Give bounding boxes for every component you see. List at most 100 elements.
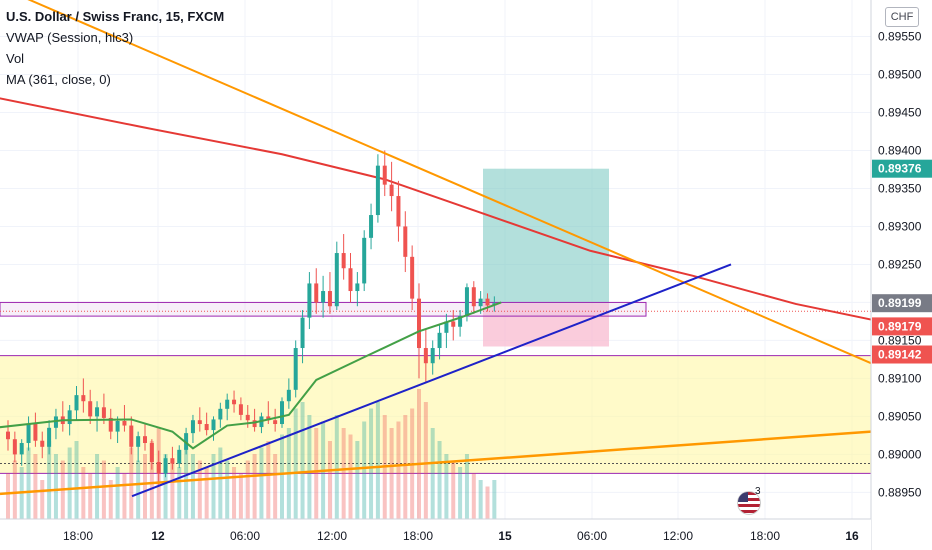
volume-bar (369, 408, 374, 519)
candle-body (471, 287, 476, 307)
us-flag-events-icon[interactable] (737, 491, 761, 515)
volume-bar (101, 460, 106, 519)
volume-bar (334, 415, 339, 519)
volume-bar (259, 447, 264, 519)
volume-indicator-label[interactable]: Vol (6, 51, 25, 66)
candle-body (362, 237, 367, 284)
candle-body (321, 291, 326, 303)
candle-body (478, 298, 483, 307)
time-axis-bg (0, 519, 871, 550)
volume-bar (355, 441, 360, 519)
candle-body (232, 399, 237, 405)
candle-body (136, 436, 141, 447)
price-tick-label: 0.89250 (878, 257, 922, 271)
time-tick-label: 12:00 (317, 529, 347, 543)
supply-zone (0, 355, 871, 474)
candle-body (280, 401, 284, 425)
candle-body (225, 399, 230, 409)
volume-bar (218, 447, 223, 519)
candle-body (170, 458, 175, 464)
candle-body (458, 316, 463, 327)
volume-bar (471, 473, 476, 519)
candle-body (300, 317, 305, 349)
volume-bar (423, 402, 428, 519)
volume-bar (197, 460, 202, 519)
volume-bar (170, 460, 175, 519)
candle-body (375, 165, 380, 216)
candle-body (211, 419, 216, 431)
price-tick-label: 0.89000 (878, 447, 922, 461)
candle-body (197, 420, 202, 425)
candle-body (286, 389, 291, 402)
price-tick-label: 0.89550 (878, 29, 922, 43)
candle-body (6, 431, 10, 440)
candle-body (389, 184, 394, 197)
volume-bar (163, 454, 168, 519)
volume-bar (437, 441, 442, 519)
candle-body (314, 283, 319, 303)
candle-body (101, 407, 106, 418)
candle-body (115, 420, 120, 432)
volume-bar (348, 434, 353, 519)
vwap-indicator-label[interactable]: VWAP (Session, hlc3) (6, 30, 134, 45)
price-badge-label-target: 0.89376 (878, 162, 922, 176)
time-tick-label: 06:00 (577, 529, 607, 543)
ma-indicator-label[interactable]: MA (361, close, 0) (6, 72, 111, 87)
volume-bar (375, 402, 380, 519)
volume-bar (280, 434, 284, 519)
stop-zone (483, 303, 609, 347)
volume-bar (67, 447, 72, 519)
candle-body (403, 226, 408, 257)
volume-bar (252, 454, 257, 519)
volume-bar (444, 454, 449, 519)
candle-body (293, 348, 298, 390)
candle-body (149, 443, 154, 463)
candle-body (437, 332, 442, 349)
candle-body (88, 401, 93, 417)
symbol-title[interactable]: U.S. Dollar / Swiss Franc, 15, FXCM (6, 9, 225, 24)
volume-bar (273, 454, 278, 519)
volume-bar (47, 441, 52, 519)
candle-body (12, 439, 17, 455)
candle-body (238, 404, 243, 415)
volume-bar (108, 480, 113, 519)
candle-body (47, 427, 52, 447)
time-tick-label: 16 (845, 529, 859, 543)
price-badge-label-last: 0.89199 (878, 296, 922, 310)
volume-bar (74, 441, 79, 519)
volume-bar (403, 415, 408, 519)
candle-body (382, 165, 387, 185)
volume-bar (129, 447, 134, 519)
candle-body (33, 424, 38, 441)
volume-bar (485, 486, 490, 519)
candle-body (423, 348, 428, 364)
volume-bar (327, 441, 332, 519)
volume-bar (458, 467, 463, 519)
time-tick-label: 15 (498, 529, 512, 543)
volume-bar (464, 454, 469, 519)
volume-bar (12, 460, 17, 519)
ma-line (0, 97, 932, 338)
candle-body (417, 298, 421, 349)
volume-bars (6, 389, 497, 519)
price-badge-label-stop: 0.89142 (878, 348, 922, 362)
candle-body (444, 321, 449, 333)
candle-body (81, 395, 86, 402)
candle-body (19, 443, 24, 455)
price-tick-label: 0.89300 (878, 219, 922, 233)
volume-bar (81, 467, 86, 519)
candle-body (245, 414, 250, 421)
volume-bar (478, 480, 483, 519)
volume-bar (6, 473, 10, 519)
volume-bar (115, 467, 120, 519)
price-badge-last (872, 294, 932, 313)
price-badge-label-entry: 0.89179 (878, 319, 922, 333)
currency-button[interactable]: CHF (885, 7, 919, 27)
volume-bar (225, 460, 230, 519)
candle-body (129, 425, 134, 447)
candle-body (40, 440, 45, 447)
price-badge-entry (872, 317, 932, 336)
price-badge-stop (872, 345, 932, 364)
volume-bar (300, 402, 305, 519)
